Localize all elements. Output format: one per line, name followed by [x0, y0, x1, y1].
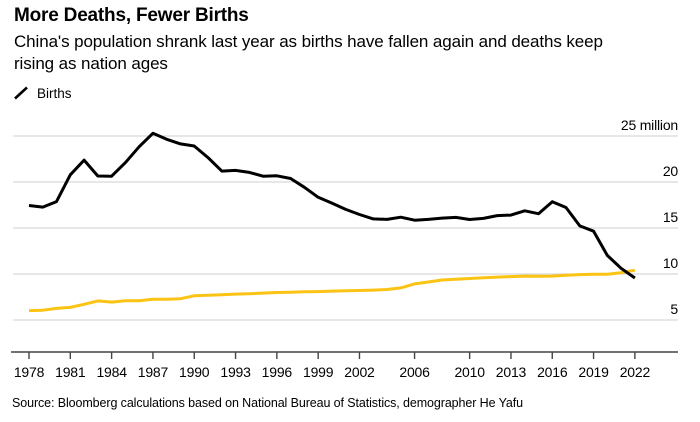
- chart-subtitle: China's population shrank last year as b…: [14, 31, 686, 75]
- y-tick-label: 25 million: [621, 117, 678, 133]
- x-tick-label: 2016: [537, 364, 568, 380]
- chart-title: More Deaths, Fewer Births: [14, 5, 249, 26]
- x-tick-label: 1999: [303, 364, 334, 380]
- births-line-icon: [14, 86, 28, 100]
- x-tick-label: 2006: [399, 364, 430, 380]
- x-tick-label: 2022: [620, 364, 651, 380]
- births-line: [28, 131, 636, 280]
- x-tick-label: 1981: [55, 364, 86, 380]
- chart-subtitle-line-1: China's population shrank last year as b…: [14, 32, 603, 51]
- population-chart: 25 million 20 15 10 5 1978 1981 1984 1987 1990 199…: [11, 117, 679, 380]
- x-tick-label: 1993: [220, 364, 251, 380]
- x-tick-label: 2002: [344, 364, 375, 380]
- chart-subtitle-line-2: rising as nation ages: [14, 54, 168, 73]
- x-tick-label: 1990: [179, 364, 210, 380]
- legend: Births: [13, 84, 72, 102]
- y-tick-label: 5: [670, 301, 678, 317]
- x-tick-label: 1978: [14, 364, 45, 380]
- x-tick-label: 1996: [262, 364, 293, 380]
- source-note: Source: Bloomberg calculations based on …: [12, 396, 523, 410]
- y-tick-label: 10: [663, 255, 679, 271]
- x-tick-label: 2010: [454, 364, 485, 380]
- y-tick-label: 15: [663, 209, 679, 225]
- x-tick-label: 1987: [138, 364, 169, 380]
- legend-label-births: Births: [37, 85, 72, 101]
- y-tick-label: 20: [663, 163, 679, 179]
- x-tick-label: 2019: [578, 364, 609, 380]
- deaths-line: [28, 268, 636, 313]
- x-tick-label: 1984: [96, 364, 127, 380]
- x-tick-label: 2013: [496, 364, 527, 380]
